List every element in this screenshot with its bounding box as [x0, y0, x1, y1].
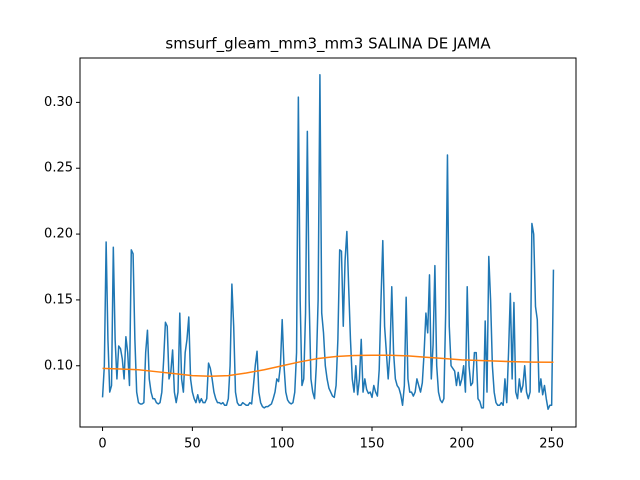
axes-frame [79, 57, 577, 428]
y-tick-label: 0.10 [44, 358, 73, 373]
y-tick-label: 0.25 [44, 161, 73, 176]
y-tick-label: 0.30 [44, 95, 73, 110]
y-tick-label: 0.15 [44, 292, 73, 307]
x-tick-label: 0 [98, 437, 106, 452]
x-tick-label: 50 [184, 437, 201, 452]
line-series [101, 73, 555, 410]
y-tick-label: 0.20 [44, 227, 73, 242]
x-tick-label: 150 [360, 437, 385, 452]
x-tick-label: 250 [539, 437, 564, 452]
chart-title: smsurf_gleam_mm3_mm3 SALINA DE JAMA [165, 35, 491, 54]
x-tick-label: 100 [270, 437, 295, 452]
x-tick-label: 200 [449, 437, 474, 452]
line-series [102, 354, 554, 378]
plot-area [101, 73, 555, 410]
